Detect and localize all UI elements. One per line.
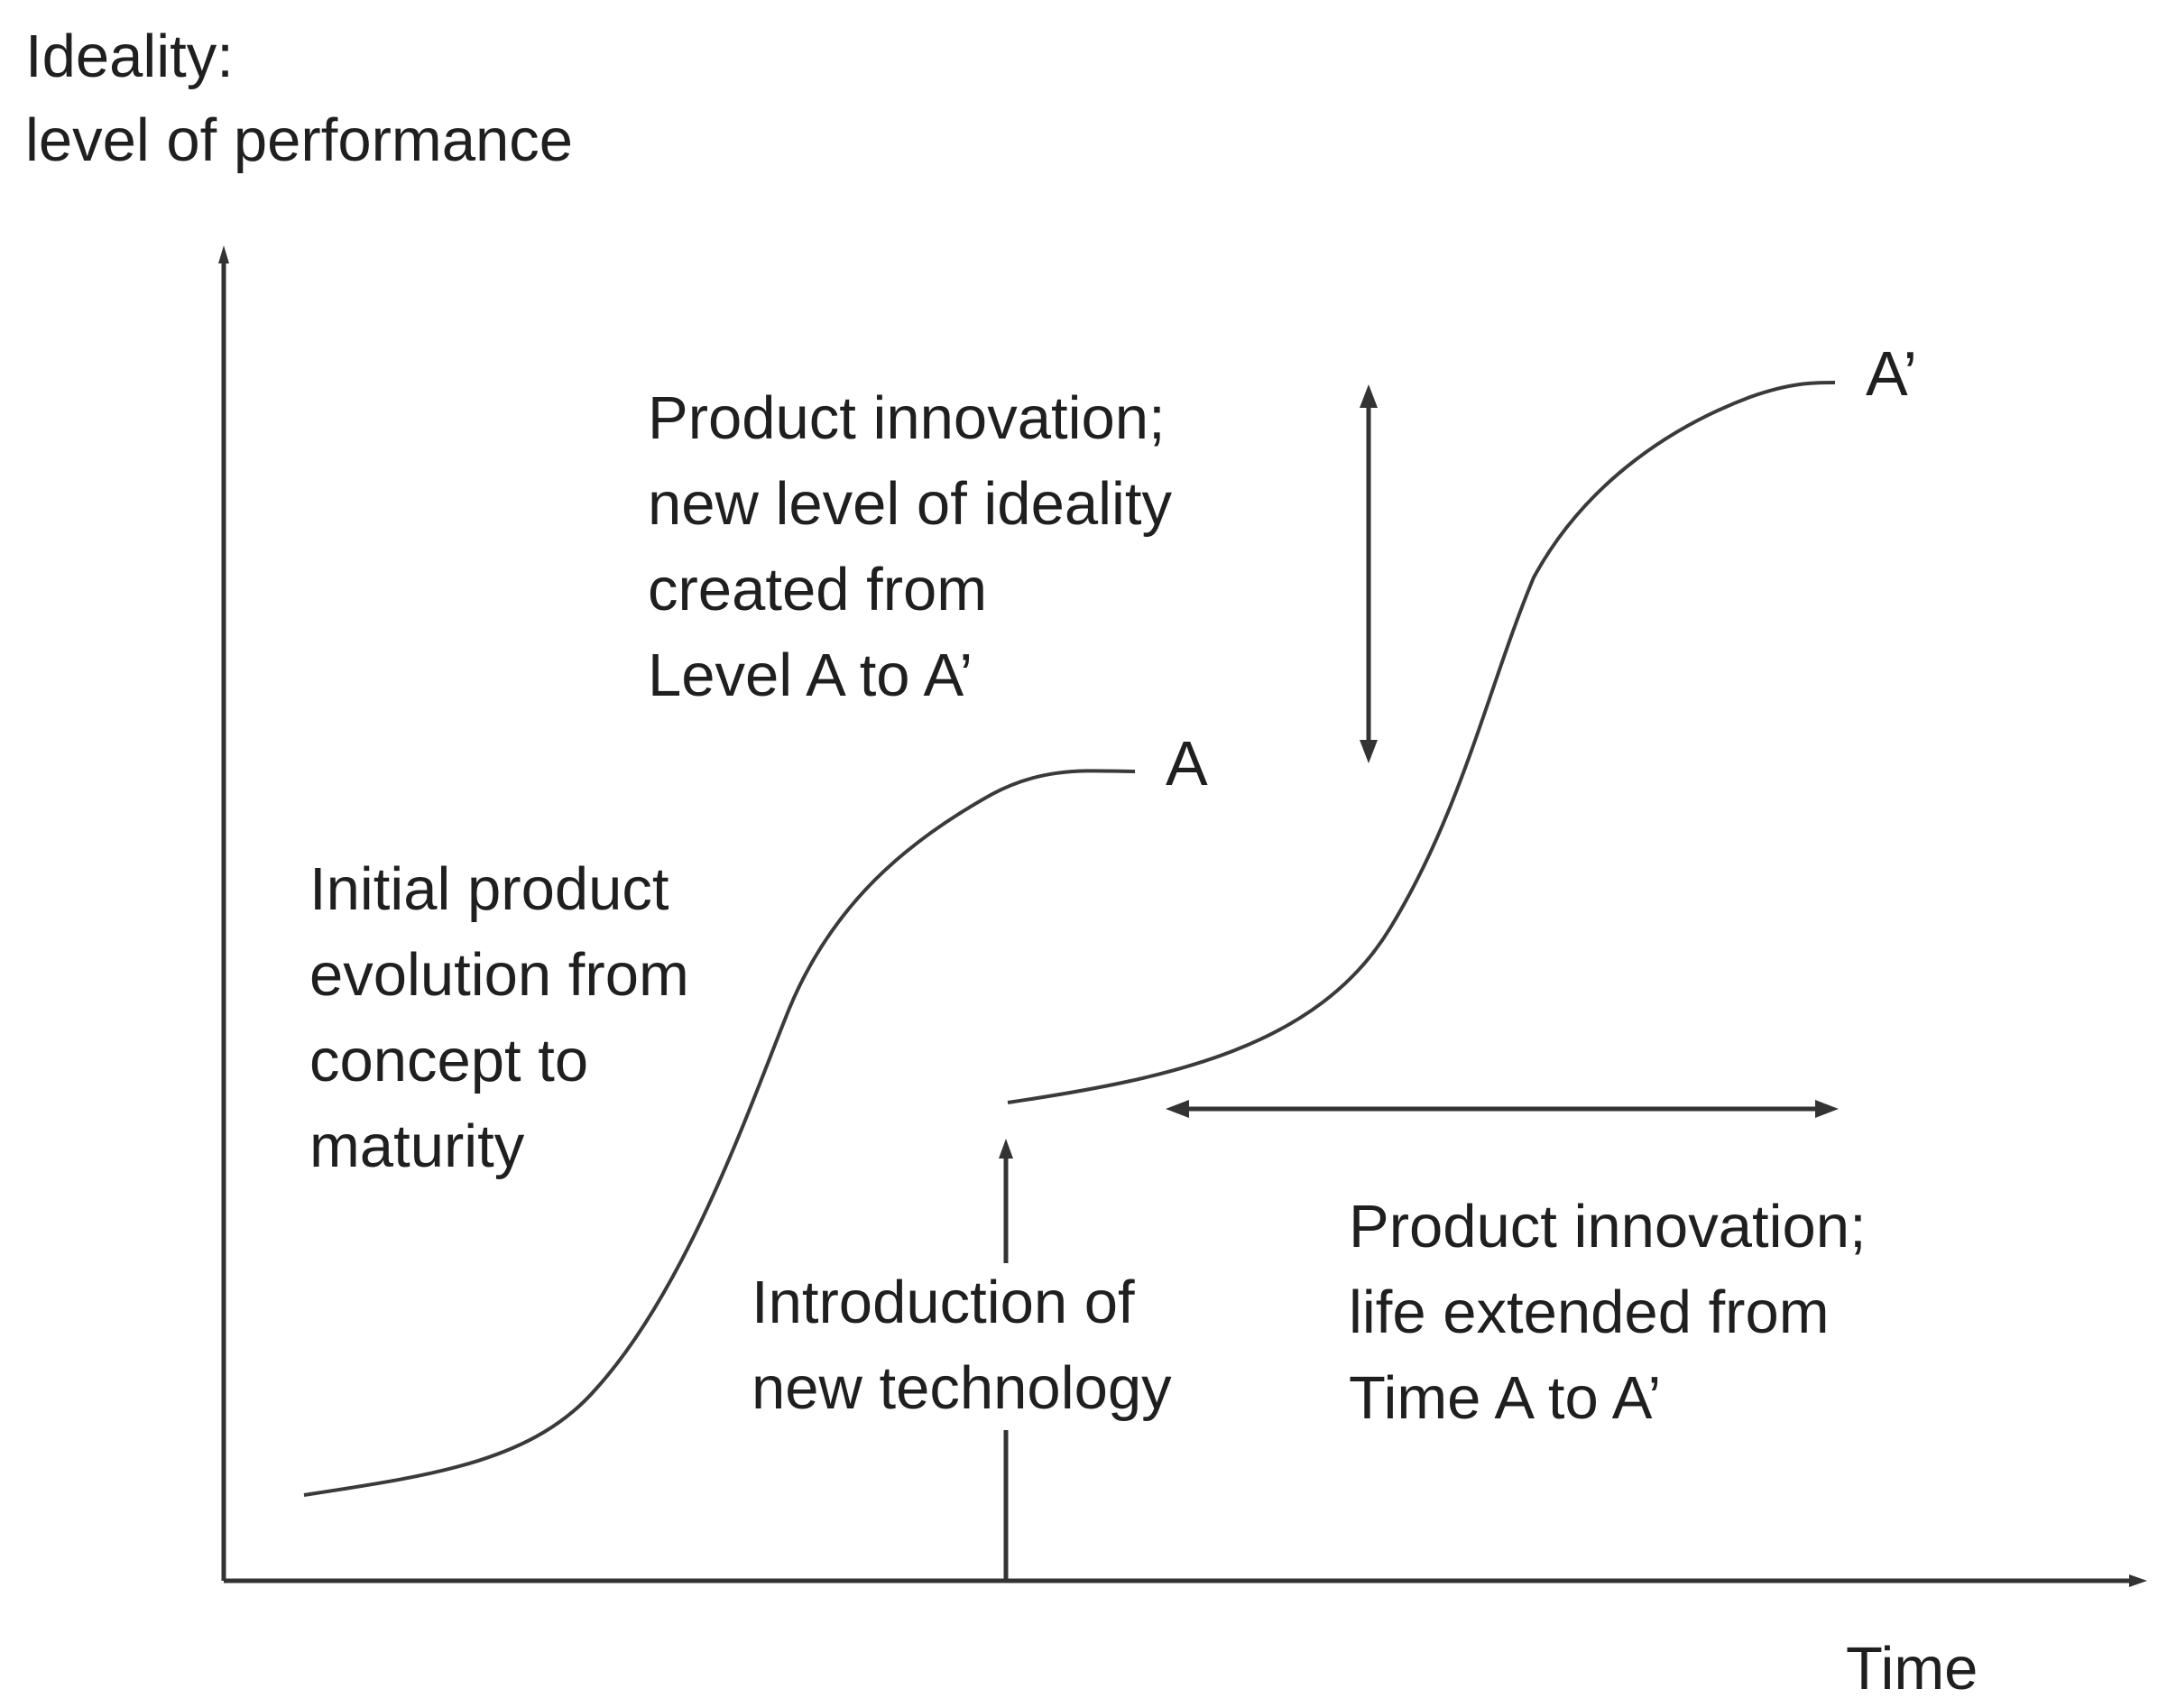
initial-product-annotation: Initial product evolution from concept t… (309, 855, 689, 1180)
technology-line-2: new technology (752, 1354, 1172, 1422)
initial-product-curve (303, 769, 1136, 1497)
innovation-curve (1007, 381, 1836, 1104)
technology-annotation: Introduction of new technology (752, 1269, 1172, 1422)
ideality-line-2: new level of ideality (648, 470, 1172, 538)
ideality-arrowhead-top (1360, 384, 1378, 408)
ideality-arrowhead-bottom (1360, 740, 1378, 763)
ideality-line-4: Level A to A’ (648, 642, 973, 709)
x-axis-label: Time (1846, 1635, 1978, 1703)
life-arrowhead-left (1166, 1100, 1189, 1118)
initial-line-2: evolution from (309, 941, 689, 1009)
ideality-annotation: Product innovation; new level of idealit… (648, 384, 1172, 709)
x-axis-arrowhead (2129, 1574, 2147, 1587)
y-axis-label-line2: level of performance (25, 106, 573, 174)
ideality-line-1: Product innovation; (648, 384, 1166, 452)
ideality-line-3: created from (648, 556, 987, 623)
initial-line-1: Initial product (309, 855, 669, 923)
life-line-1: Product innovation; (1349, 1193, 1867, 1260)
point-a-label: A (1166, 728, 1208, 799)
initial-line-3: concept to (309, 1027, 588, 1094)
y-axis-arrowhead (218, 245, 229, 263)
initial-line-4: maturity (309, 1113, 525, 1180)
technology-line-1: Introduction of (752, 1269, 1135, 1336)
life-annotation: Product innovation; life extended from T… (1349, 1193, 1867, 1432)
technology-arrowhead (999, 1139, 1013, 1159)
y-axis-label-line1: Ideality: (25, 23, 234, 90)
life-line-2: life extended from (1349, 1279, 1830, 1346)
life-arrowhead-right (1815, 1100, 1839, 1118)
life-line-3: Time A to A’ (1349, 1364, 1661, 1432)
point-a-prime-label: A’ (1866, 338, 1917, 409)
